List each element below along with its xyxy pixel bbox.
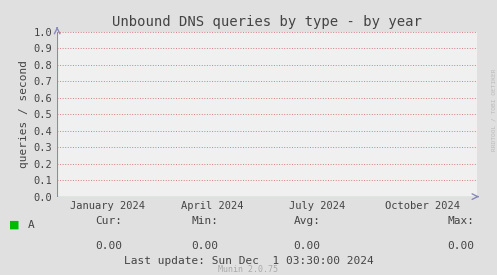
Text: Avg:: Avg:: [294, 216, 321, 226]
Y-axis label: queries / second: queries / second: [19, 60, 29, 168]
Text: Last update: Sun Dec  1 03:30:00 2024: Last update: Sun Dec 1 03:30:00 2024: [124, 256, 373, 266]
Text: Max:: Max:: [448, 216, 475, 226]
Text: A: A: [27, 220, 34, 230]
Text: 0.00: 0.00: [192, 241, 219, 251]
Text: ■: ■: [9, 220, 19, 230]
Text: 0.00: 0.00: [294, 241, 321, 251]
Text: Min:: Min:: [192, 216, 219, 226]
Text: Cur:: Cur:: [95, 216, 122, 226]
Text: Munin 2.0.75: Munin 2.0.75: [219, 265, 278, 274]
Text: 0.00: 0.00: [448, 241, 475, 251]
Title: Unbound DNS queries by type - by year: Unbound DNS queries by type - by year: [112, 15, 422, 29]
Text: RRDTOOL / TOBI OETIKER: RRDTOOL / TOBI OETIKER: [491, 69, 496, 151]
Text: 0.00: 0.00: [95, 241, 122, 251]
